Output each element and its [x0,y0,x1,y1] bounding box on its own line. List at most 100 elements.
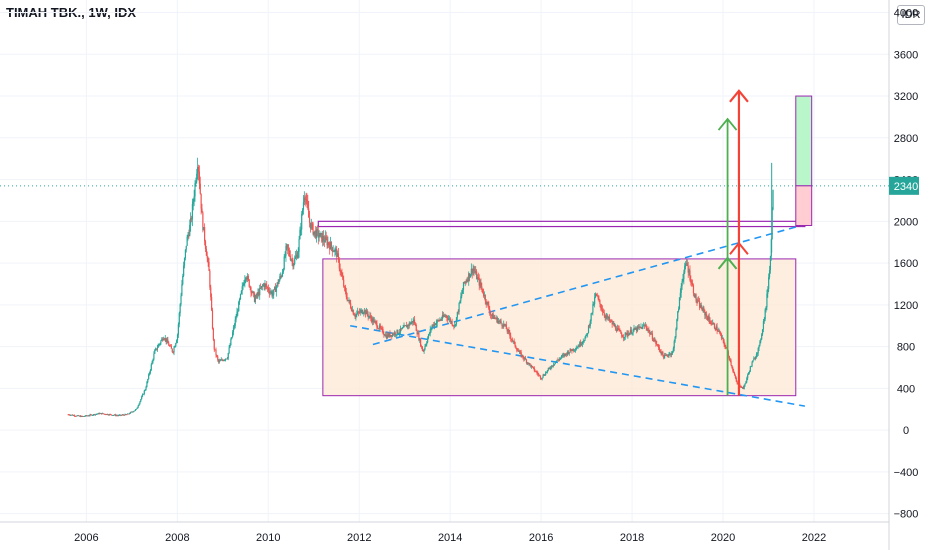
candle-body [650,333,653,335]
candle-body [702,308,704,311]
candle-body [719,332,722,335]
candle-body [599,299,601,304]
arrow-red-midhead [729,241,749,255]
candle-body [674,337,676,342]
candle-body [218,360,221,362]
candle-body [268,290,270,294]
candle-body [730,360,732,366]
candle-body [162,338,165,341]
candle-body [280,276,283,277]
candle-body [745,381,747,384]
candle-body [768,270,771,278]
candle-body [94,414,96,416]
candle-body [427,338,429,343]
currency-button[interactable]: IDR [897,5,925,25]
candle-body [285,246,287,256]
candle-body [574,349,577,351]
candle-body [139,401,141,404]
candle-body [695,294,697,302]
candle-body [573,348,575,351]
candle-body [502,325,504,327]
candle-body [188,235,190,236]
x-tick-label: 2008 [165,532,189,544]
candle-body [531,366,533,368]
candle-body [496,317,499,323]
candle-body [706,316,709,321]
candle-body [681,281,683,287]
candle-body [336,253,339,257]
candle-body [449,318,451,322]
candle-body [647,329,649,331]
candle-body [333,251,335,252]
candle-body [642,325,644,329]
candle-body [760,339,762,342]
candle-body [676,319,678,329]
candle-body [486,301,488,305]
candle-body [757,348,759,354]
candle-body [436,320,438,323]
candle-body [657,344,660,348]
candle-body [149,369,152,373]
candle-body [434,323,437,325]
candle-body [505,324,507,330]
candle-body [572,348,574,351]
candle-body [454,324,456,327]
candle-body [124,414,126,416]
candle-body [565,353,567,355]
candle-body [193,196,195,202]
candle-body [417,333,419,335]
candle-body [707,316,709,321]
candle-body [701,308,703,311]
candle-body [190,218,192,225]
candle-body [423,349,425,352]
candle-body [533,367,535,371]
candle-body [276,282,278,287]
candle-body [475,271,477,273]
candle-body [549,368,551,369]
candle-body [519,351,521,353]
candle-body [155,348,157,351]
candle-body [618,328,620,331]
candle-body [754,358,756,360]
candle-body [123,414,125,416]
candle-body [283,256,285,270]
candle-body [138,403,140,406]
candle-body [152,359,154,362]
candle-body [458,303,460,312]
candle-body [219,360,221,362]
candle-body [346,296,348,301]
candle-body [499,320,501,322]
candle-body [510,338,513,340]
candle-body [141,396,143,400]
trendline-upper [372,223,806,346]
candle-body [755,354,758,358]
candle-body [348,299,350,301]
candle-body [485,301,487,305]
candle-body [84,416,86,417]
candle-body [568,352,570,354]
candle-body [399,328,402,333]
candle-body [198,171,200,184]
candle-body [297,251,299,259]
candle-body [378,325,381,329]
candle-body [442,314,444,317]
candle-body [452,324,454,326]
candle-body [498,321,500,322]
candle-body [375,321,377,323]
candle-body [75,416,77,417]
candle-body [231,337,233,340]
candle-body [250,287,252,293]
candle-body [643,325,645,327]
candle-body [266,287,269,289]
candle-body [632,329,634,333]
candle-body [722,337,724,341]
candle-body [733,372,736,376]
candle-body [451,321,453,325]
candle-body [575,348,577,350]
candle-body [405,325,407,327]
candle-body [690,280,692,283]
candle-body [654,340,656,341]
candle-body [495,318,497,320]
candle-body [376,322,378,328]
